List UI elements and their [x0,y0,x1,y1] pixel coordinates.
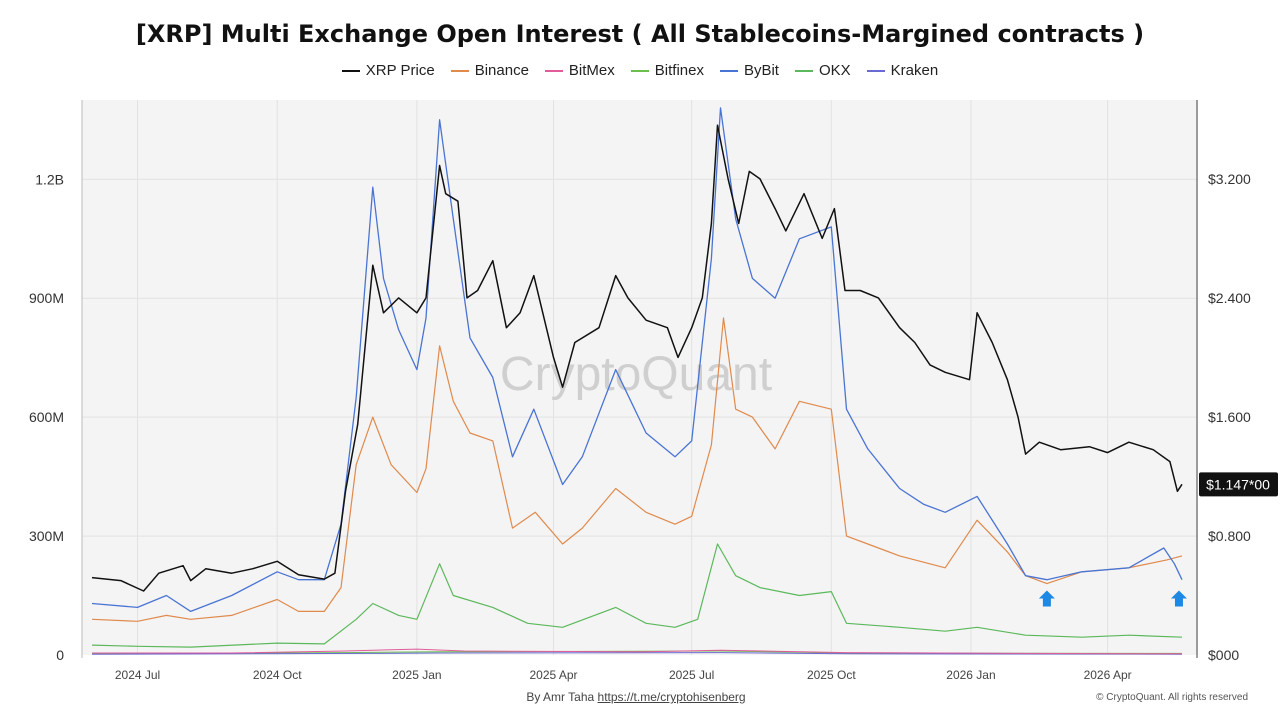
legend-label: Kraken [890,62,939,79]
legend-label: OKX [818,62,851,79]
legend-swatch [630,69,649,72]
y-left-tick-label: 600M [29,409,64,425]
legend-item-bitfinex[interactable]: Bitfinex [630,62,704,79]
legend-swatch [866,69,885,72]
legend-label: Bitfinex [654,62,704,79]
y-right-tick-label: $1.600 [1208,409,1251,425]
series-line-bitmex [92,648,1183,655]
legend-swatch [719,69,738,72]
footer-credit: By Amr Taha https://t.me/cryptohisenberg [0,690,1272,704]
series-line-bybit [91,107,1183,613]
series-line-binance [91,317,1183,622]
x-tick-label: 2026 Jan [946,668,995,682]
series-line-xrp-price [91,124,1183,592]
legend-label: Binance [474,62,529,79]
x-tick-label: 2025 Jul [669,668,714,682]
legend-item-kraken[interactable]: Kraken [866,62,939,79]
x-tick-label: 2026 Apr [1084,668,1132,682]
y-left-tick-label: 1.2B [35,171,64,187]
grid-lines [82,100,1197,655]
series-group [91,107,1183,655]
x-tick-label: 2025 Jan [392,668,441,682]
marker-group [1038,590,1187,607]
footer-copyright: © CryptoQuant. All rights reserved [1096,692,1248,703]
y-left-tick-label: 900M [29,290,64,306]
footer-link[interactable]: https://t.me/cryptohisenberg [597,690,746,704]
x-tick-label: 2025 Apr [529,668,577,682]
legend-item-binance[interactable]: Binance [450,62,529,79]
y-right-tick-label: $0.800 [1208,528,1251,544]
legend-label: ByBit [743,62,779,79]
x-tick-label: 2024 Jul [115,668,160,682]
price-tag-bg [1199,472,1278,497]
legend-label: BitMex [568,62,615,79]
legend-swatch [341,69,360,72]
axis-labels: 0 300M 600M 900M 1.2B $000 $0.800 $1.600 $2.400 $… [29,171,1251,682]
series-line-kraken [91,652,1183,655]
series-line-okx [91,543,1183,648]
chart-legend: XRP Price Binance BitMex Bitfinex ByBit OKX Kr… [0,62,1280,79]
watermark: CryptoQuant [500,348,772,401]
x-tick-label: 2024 Oct [253,668,302,682]
y-right-tick-label: $000 [1208,647,1239,663]
y-right-tick-label: $3.200 [1208,171,1251,187]
chart-title: [XRP] Multi Exchange Open Interest ( All… [135,20,1145,48]
y-right-tick-label: $2.400 [1208,290,1251,306]
legend-item-xrp-price[interactable]: XRP Price [341,62,435,79]
x-tick-label: 2025 Oct [807,668,856,682]
arrow-up-icon [1170,590,1187,607]
arrow-up-icon [1038,590,1055,607]
legend-item-okx[interactable]: OKX [794,62,851,79]
last-price-tag: $1.147*00 [1199,472,1278,497]
legend-swatch [794,69,813,72]
y-left-tick-label: 300M [29,528,64,544]
footer-author: By Amr Taha [526,690,595,704]
legend-label: XRP Price [365,62,435,79]
legend-item-bybit[interactable]: ByBit [719,62,779,79]
plot-area [82,100,1198,655]
price-tag-label: $1.147*00 [1206,476,1270,492]
legend-item-bitmex[interactable]: BitMex [544,62,615,79]
legend-swatch [544,69,563,72]
legend-swatch [450,69,469,72]
y-left-tick-label: 0 [56,647,64,663]
